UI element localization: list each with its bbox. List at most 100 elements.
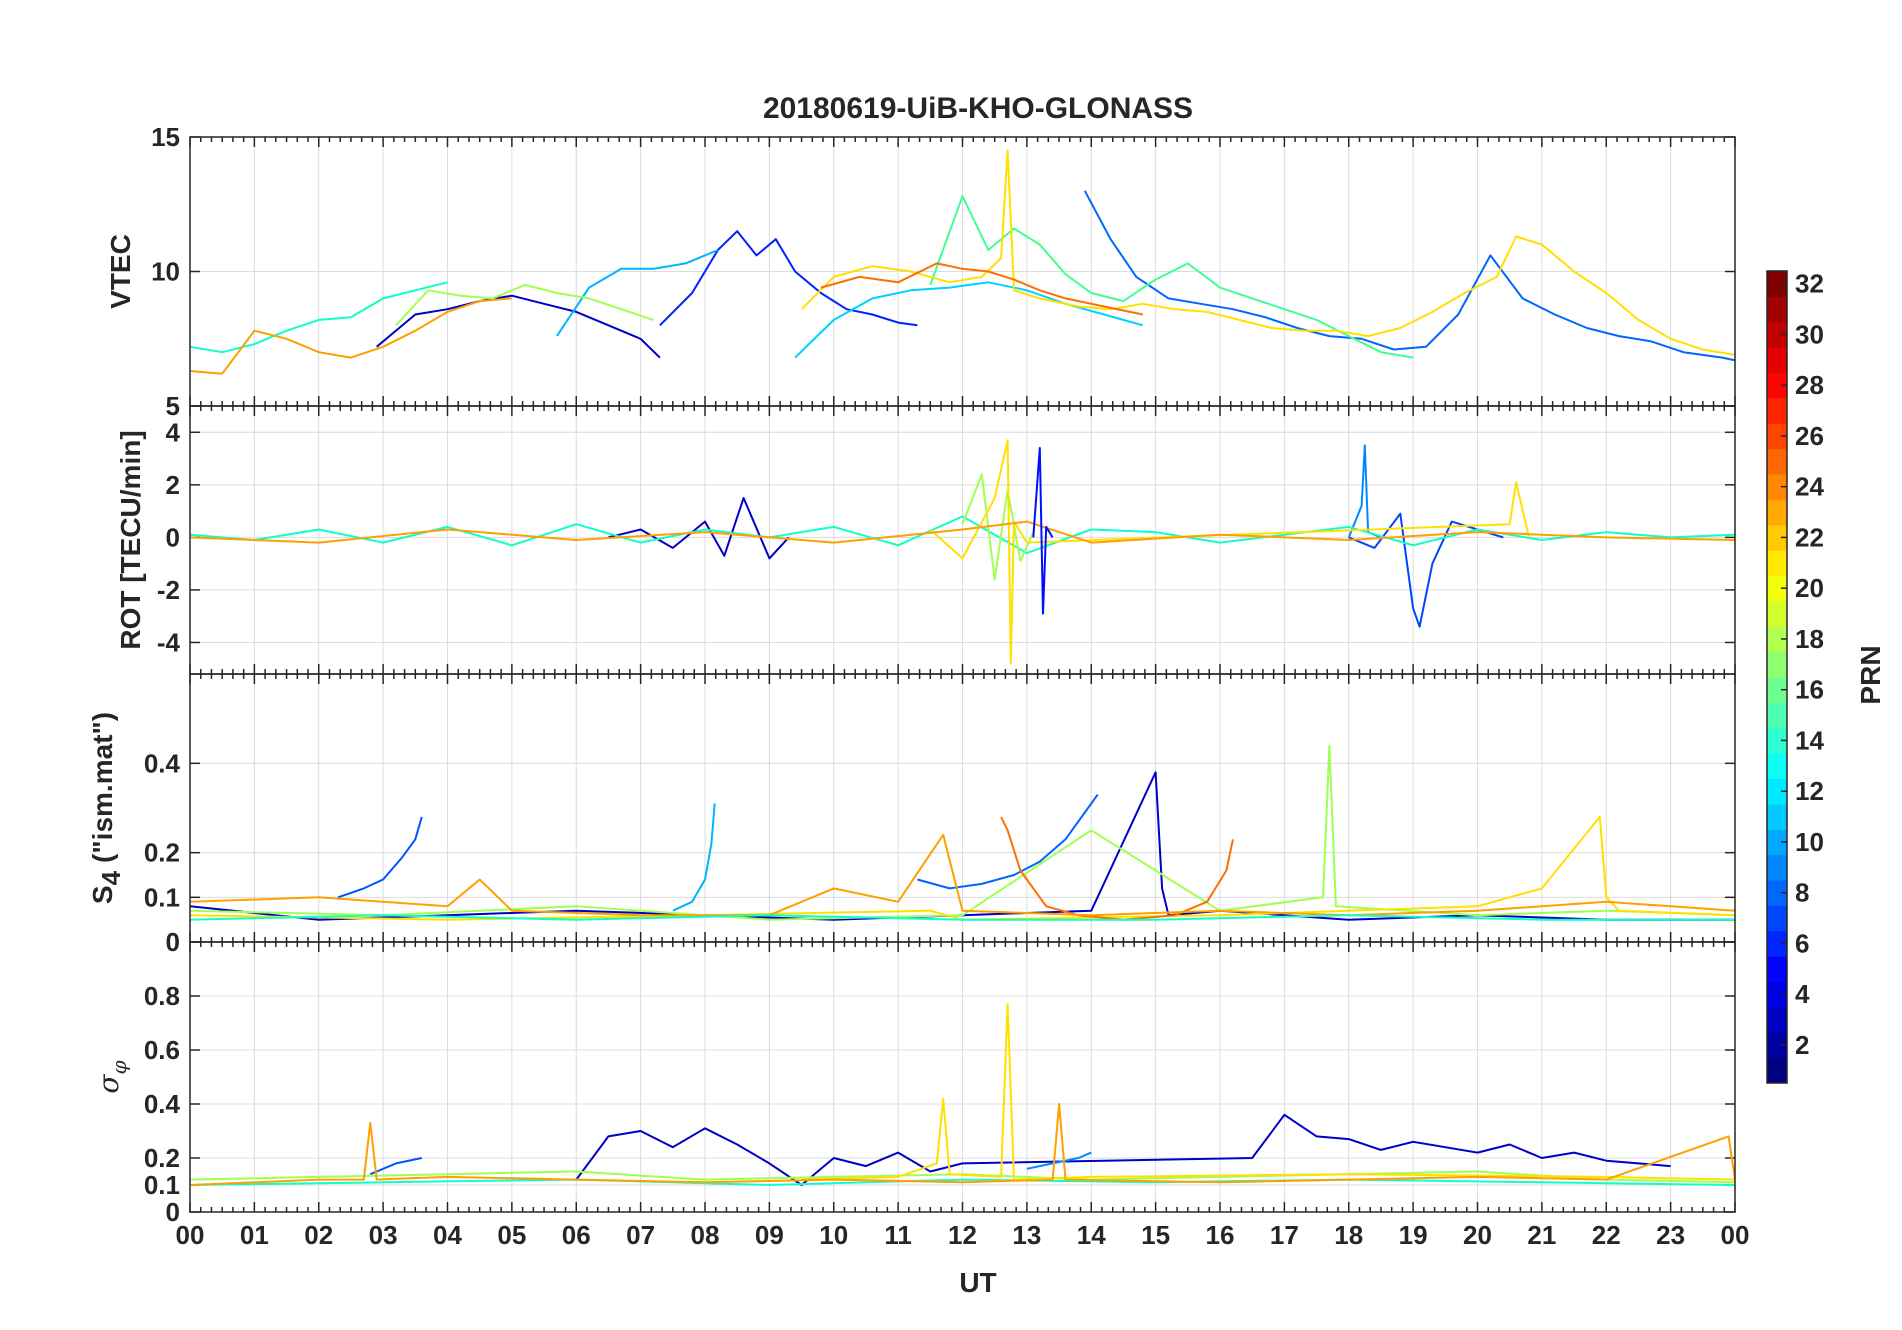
colorbar-swatch	[1767, 474, 1787, 500]
x-tick-label: 01	[240, 1220, 269, 1250]
y-tick-label: 0.2	[144, 1143, 180, 1173]
axes-frame	[189, 941, 1736, 1213]
y-tick-label: 0	[166, 522, 180, 552]
colorbar-swatch	[1767, 1006, 1787, 1033]
colorbar-swatch	[1767, 271, 1787, 297]
x-tick-label: 10	[819, 1220, 848, 1250]
y-tick-label: 15	[151, 122, 180, 152]
series-prn-23	[190, 520, 1735, 544]
traces-s4	[190, 744, 1735, 921]
chart-title: 20180619-UiB-KHO-GLONASS	[763, 92, 1193, 125]
series-prn-20	[801, 1003, 1735, 1181]
series-prn-9	[1347, 444, 1382, 539]
colorbar-swatch	[1767, 702, 1787, 729]
colorbar-tick-label: 26	[1795, 421, 1824, 451]
series-prn-23	[190, 833, 1735, 917]
x-axis-label: UT	[959, 1267, 996, 1298]
panel-s4: 0 0.1 0.2 0.4 S4 ("ism.mat")	[87, 673, 1736, 957]
x-tick-label: 09	[755, 1220, 784, 1250]
colorbar-swatch	[1767, 600, 1787, 627]
colorbar-label: PRN	[1855, 645, 1886, 704]
x-tick-label: 21	[1527, 1220, 1556, 1250]
x-tick-label: 05	[497, 1220, 526, 1250]
series-prn-17	[395, 283, 654, 326]
series-prn-5	[659, 230, 918, 327]
colorbar-swatch	[1767, 626, 1787, 653]
x-tick-label: 07	[626, 1220, 655, 1250]
series-prn-8	[917, 794, 1099, 890]
y-axis-label: σφ	[92, 1060, 131, 1093]
panel-rot: -4 -2 0 2 4 ROT [TECU/min]	[115, 405, 1736, 675]
series-prn-25	[1000, 816, 1234, 921]
series-prn-23	[190, 1103, 1735, 1186]
x-tick-label: 02	[304, 1220, 333, 1250]
y-axis-label: VTEC	[105, 234, 136, 309]
y-tick-label: 0.2	[144, 838, 180, 868]
y-tick-label: 0	[166, 1197, 180, 1227]
series-prn-20	[800, 149, 1735, 356]
x-tick-label: 08	[691, 1220, 720, 1250]
y-tick-label: -2	[157, 575, 180, 605]
colorbar-swatch	[1767, 829, 1787, 856]
x-tick-label: 17	[1270, 1220, 1299, 1250]
series-prn-11	[556, 249, 719, 337]
x-tick-label: 00	[1721, 1220, 1750, 1250]
colorbar-tick-label: 4	[1795, 979, 1810, 1009]
series-prn-9	[1026, 1151, 1092, 1170]
y-tick-label: 0	[166, 927, 180, 957]
series-prn-7	[369, 1157, 423, 1176]
y-tick-label: 0.6	[144, 1035, 180, 1065]
colorbar-swatch	[1767, 372, 1787, 399]
colorbar-tick-label: 14	[1795, 725, 1824, 755]
x-axis: UT 00 01 02 03 04 05 06 07 08 09 10 11 12 13 14 15 16 17 1…	[176, 1220, 1750, 1298]
colorbar-swatch	[1767, 423, 1787, 450]
y-tick-label: 0.1	[144, 1170, 180, 1200]
colorbar-swatch	[1767, 677, 1787, 703]
series-prn-11	[672, 803, 716, 912]
series-prn-15	[929, 195, 1414, 359]
x-tick-label: 15	[1141, 1220, 1170, 1250]
colorbar-swatch	[1767, 753, 1787, 779]
y-tick-label: 0.4	[144, 748, 181, 778]
colorbar-swatch	[1767, 981, 1787, 1008]
traces-rot	[190, 439, 1735, 665]
series-prn-20	[929, 439, 1530, 665]
x-tick-label: 00	[176, 1220, 205, 1250]
x-tick-label: 14	[1077, 1220, 1106, 1250]
colorbar-tick-label: 12	[1795, 776, 1824, 806]
x-tick-label: 23	[1656, 1220, 1685, 1250]
colorbar-tick-label: 30	[1795, 319, 1824, 349]
colorbar-swatch	[1767, 1032, 1787, 1059]
colorbar-tick-label: 6	[1795, 928, 1809, 958]
panel-sigma_phi: 00.10.2 0.4 0.6 0.8 σφ	[92, 941, 1736, 1227]
x-tick-label: 12	[948, 1220, 977, 1250]
colorbar-swatch	[1767, 727, 1787, 754]
series-prn-25	[820, 262, 1144, 316]
y-axis-label-main: S	[87, 885, 118, 904]
colorbar-swatch	[1767, 930, 1787, 957]
series-prn-3	[608, 497, 790, 560]
colorbar-tick-label: 28	[1795, 370, 1824, 400]
x-tick-label: 18	[1334, 1220, 1363, 1250]
colorbar-swatch	[1767, 1057, 1787, 1084]
colorbar-swatch	[1767, 550, 1787, 576]
colorbar-swatch	[1767, 854, 1787, 881]
x-tick-label: 06	[562, 1220, 591, 1250]
y-tick-label: 2	[166, 470, 180, 500]
colorbar-tick-label: 24	[1795, 472, 1824, 502]
x-tick-label: 19	[1399, 1220, 1428, 1250]
series-prn-14	[190, 515, 1735, 555]
y-tick-label: 4	[166, 417, 181, 447]
y-tick-label: 0.4	[144, 1089, 181, 1119]
x-tick-label: 03	[369, 1220, 398, 1250]
series-prn-8	[1083, 190, 1735, 362]
x-tick-label: 04	[433, 1220, 462, 1250]
series-prn-7	[337, 816, 423, 899]
colorbar-swatch	[1767, 347, 1787, 373]
y-tick-label: 10	[151, 257, 180, 287]
y-axis-label: ROT [TECU/min]	[115, 430, 146, 649]
y-tick-label: 0.1	[144, 882, 180, 912]
